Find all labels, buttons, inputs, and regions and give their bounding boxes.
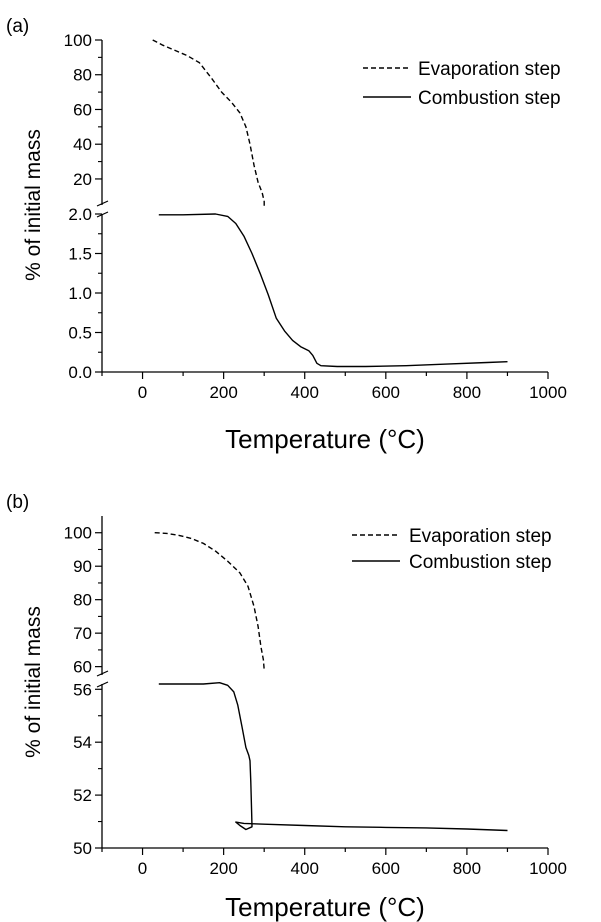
- x-tick-label: 0: [138, 383, 147, 402]
- x-tick-label: 1000: [529, 383, 567, 402]
- axis-break-mark: [96, 211, 109, 218]
- panel-label: (b): [6, 492, 29, 513]
- x-tick-label: 200: [209, 383, 237, 402]
- y-tick-label: 70: [73, 624, 92, 643]
- y-tick-label: 56: [73, 680, 92, 699]
- series-line-combustion: [158, 682, 508, 832]
- legend-label: Combustion step: [409, 552, 552, 573]
- legend-label: Evaporation step: [418, 59, 561, 80]
- legend-label: Evaporation step: [409, 526, 552, 547]
- axis-break-mark: [96, 200, 109, 207]
- y-tick-label: 100: [64, 524, 92, 543]
- series-line-evaporation: [154, 532, 265, 671]
- x-tick-label: 1000: [529, 859, 567, 878]
- y-tick-label: 2.0: [68, 205, 92, 224]
- y-tick-label: 1.5: [68, 245, 92, 264]
- y-tick-label: 60: [73, 100, 92, 119]
- x-tick-label: 600: [372, 859, 400, 878]
- x-tick-label: 400: [291, 859, 319, 878]
- x-tick-label: 400: [291, 383, 319, 402]
- x-axis-title: Temperature (°C): [225, 892, 425, 922]
- y-tick-label: 20: [73, 170, 92, 189]
- y-axis-title: % of initial mass: [22, 129, 45, 281]
- y-tick-label: 40: [73, 135, 92, 154]
- x-tick-label: 200: [209, 859, 237, 878]
- y-tick-label: 52: [73, 786, 92, 805]
- chart-panel-2: (b) 0 200 400 600 800 1000 60 70 80 90 100 50 52 54 56 T…: [6, 492, 567, 922]
- chart-panel-1: (a) 0 200 400 600 800 1000 20 40 60 80 100 0.0 0.5 1.0…: [6, 16, 567, 454]
- x-tick-label: 800: [453, 859, 481, 878]
- series-line-combustion: [158, 213, 508, 368]
- y-tick-label: 60: [73, 658, 92, 677]
- y-axis-title: % of initial mass: [22, 606, 45, 758]
- y-tick-label: 90: [73, 557, 92, 576]
- legend: Evaporation step Combustion step: [363, 59, 561, 109]
- x-tick-label: 800: [453, 383, 481, 402]
- series-line-evaporation: [152, 39, 265, 207]
- x-axis-title: Temperature (°C): [225, 424, 425, 454]
- y-tick-label: 0.5: [68, 324, 92, 343]
- y-tick-label: 100: [64, 31, 92, 50]
- y-tick-label: 0.0: [68, 363, 92, 382]
- legend-label: Combustion step: [418, 88, 561, 109]
- y-tick-label: 80: [73, 591, 92, 610]
- legend: Evaporation step Combustion step: [352, 526, 552, 573]
- y-tick-label: 80: [73, 66, 92, 85]
- panel-label: (a): [6, 16, 29, 37]
- x-tick-label: 600: [372, 383, 400, 402]
- axis-break-mark: [96, 670, 109, 677]
- y-tick-label: 1.0: [68, 284, 92, 303]
- axis-break-mark: [96, 681, 109, 688]
- x-tick-label: 0: [138, 859, 147, 878]
- y-tick-label: 50: [73, 839, 92, 858]
- y-tick-label: 54: [73, 733, 92, 752]
